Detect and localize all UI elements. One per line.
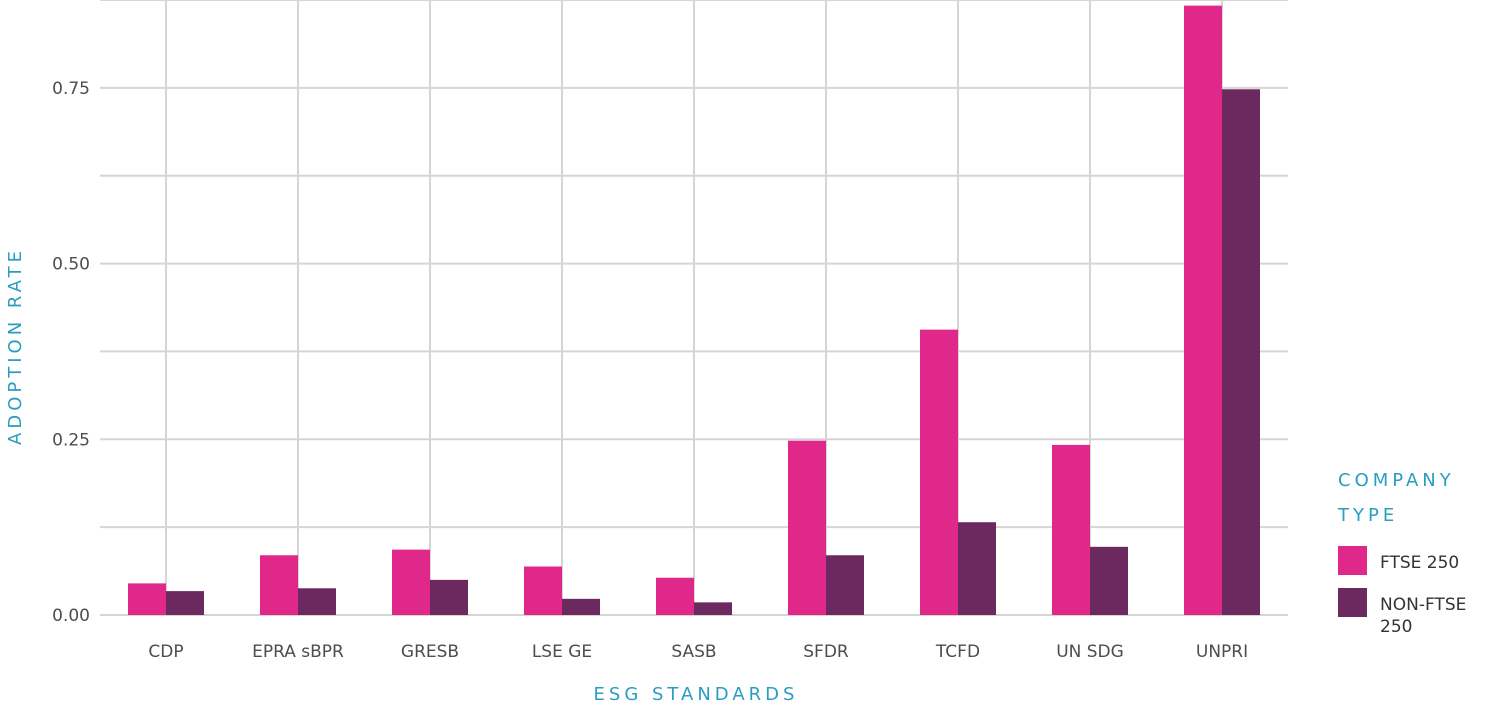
legend-title-line-2: TYPE [1337,505,1398,526]
bar-ftse-250-sfdr [788,440,826,615]
y-tick-label: 0.75 [52,79,90,99]
bar-ftse-250-tcfd [920,329,958,615]
x-tick-label: GRESB [401,642,459,662]
x-tick-label: SFDR [803,642,849,662]
bar-non-ftse-250-cdp [166,591,204,615]
y-tick-label: 0.50 [52,255,90,275]
bar-ftse-250-epra-sbpr [260,555,298,615]
x-axis-title: ESG STANDARDS [594,684,799,705]
x-tick-label: CDP [148,642,183,662]
legend: COMPANY TYPE FTSE 250 NON-FTSE 250 [1337,470,1472,637]
legend-label-non-ftse-250-line-2: 250 [1380,617,1412,637]
bar-ftse-250-sasb [656,577,694,615]
bar-non-ftse-250-epra-sbpr [298,588,336,615]
bar-non-ftse-250-sasb [694,602,732,615]
bar-ftse-250-un-sdg [1052,444,1090,615]
bar-non-ftse-250-un-sdg [1090,546,1128,615]
x-tick-label: LSE GE [532,642,592,662]
legend-label-non-ftse-250: NON-FTSE 250 [1380,595,1472,637]
x-tick-label: TCFD [935,642,980,662]
x-tick-label: EPRA sBPR [252,642,344,662]
bar-non-ftse-250-lse-ge [562,598,600,615]
legend-swatch-ftse-250 [1338,546,1367,575]
bar-ftse-250-lse-ge [524,566,562,615]
y-tick-label: 0.00 [52,606,90,626]
bar-ftse-250-gresb [392,549,430,615]
bar-non-ftse-250-unpri [1222,89,1260,615]
y-tick-label: 0.25 [52,430,90,450]
legend-label-non-ftse-250-line-1: NON-FTSE [1380,595,1466,615]
y-axis-title: ADOPTION RATE [5,247,26,445]
x-tick-label: UN SDG [1056,642,1124,662]
bar-ftse-250-cdp [128,583,166,615]
legend-swatch-non-ftse-250 [1338,588,1367,617]
x-axis-ticks: CDP EPRA sBPR GRESB LSE GE SASB SFDR TCFD UN SD… [148,642,1248,662]
bars [128,5,1260,615]
x-tick-label: UNPRI [1196,642,1248,662]
y-axis-ticks: 0.00 0.25 0.50 0.75 [52,79,90,626]
grid-lines [100,0,1288,616]
x-tick-label: SASB [671,642,716,662]
legend-title-line-1: COMPANY [1338,470,1455,491]
bar-non-ftse-250-tcfd [958,522,996,615]
bar-ftse-250-unpri [1184,5,1222,615]
bar-non-ftse-250-sfdr [826,555,864,615]
bar-non-ftse-250-gresb [430,579,468,615]
legend-label-ftse-250: FTSE 250 [1380,553,1459,573]
